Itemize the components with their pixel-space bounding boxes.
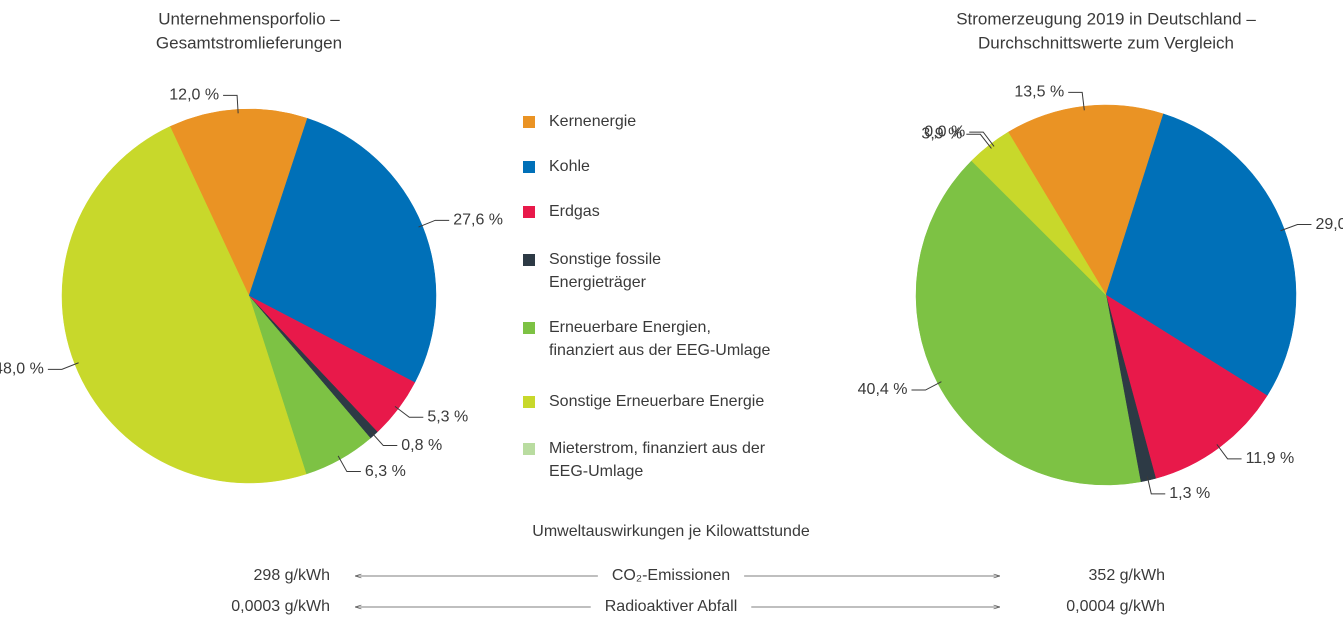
value-label: 40,4 % bbox=[858, 381, 908, 398]
value-label: 6,3 % bbox=[365, 463, 406, 480]
leader-line bbox=[418, 219, 450, 228]
leader-line bbox=[1280, 224, 1312, 232]
leader-line bbox=[223, 94, 239, 114]
legend-label: Sonstige fossile bbox=[549, 251, 661, 268]
legend-label: Erdgas bbox=[549, 203, 600, 220]
value-label: 3,9 % bbox=[921, 126, 962, 143]
legend-label: Energieträger bbox=[549, 274, 647, 291]
leader-line bbox=[1146, 476, 1166, 495]
comparison-title: Umweltauswirkungen je Kilowattstunde bbox=[532, 523, 810, 540]
right-value: 352 g/kWh bbox=[1089, 567, 1165, 584]
chart-title: Durchschnittswerte zum Vergleich bbox=[978, 33, 1234, 52]
chart-title: Gesamtstromlieferungen bbox=[156, 33, 342, 52]
value-label: 0,0 % bbox=[924, 123, 965, 140]
legend-swatch bbox=[523, 443, 535, 455]
legend-swatch bbox=[523, 161, 535, 173]
value-label: 11,9 % bbox=[1246, 450, 1295, 467]
legend-swatch bbox=[523, 206, 535, 218]
right-value: 0,0004 g/kWh bbox=[1066, 598, 1165, 615]
row-label: CO₂-Emissionen bbox=[612, 567, 730, 584]
value-label: 27,6 % bbox=[453, 212, 503, 229]
leader-line bbox=[966, 133, 992, 149]
leader-line bbox=[370, 431, 398, 447]
row-label: Radioaktiver Abfall bbox=[605, 598, 738, 615]
chart-title: Stromerzeugung 2019 in Deutschland – bbox=[956, 9, 1256, 28]
value-label: 48,0 % bbox=[0, 361, 44, 378]
value-label: 29,0 % bbox=[1315, 216, 1343, 233]
legend-label: Sonstige Erneuerbare Energie bbox=[549, 393, 764, 410]
legend-label: Mieterstrom, finanziert aus der bbox=[549, 440, 766, 457]
value-label: 5,3 % bbox=[427, 408, 468, 425]
leader-line bbox=[1216, 444, 1242, 460]
legend-label: Kernenergie bbox=[549, 113, 636, 130]
leader-line bbox=[911, 381, 942, 391]
value-label: 0,8 % bbox=[401, 437, 442, 454]
legend-label: Erneuerbare Energien, bbox=[549, 319, 711, 336]
value-label: 1,3 % bbox=[1169, 485, 1210, 502]
legend-label: Kohle bbox=[549, 158, 590, 175]
legend-swatch bbox=[523, 254, 535, 266]
legend-swatch bbox=[523, 322, 535, 334]
chart-title: Unternehmensporfolio – bbox=[158, 9, 340, 28]
legend-swatch bbox=[523, 396, 535, 408]
value-label: 13,5 % bbox=[1014, 84, 1064, 101]
leader-line bbox=[47, 362, 79, 370]
legend-label: EEG-Umlage bbox=[549, 463, 643, 480]
legend-swatch bbox=[523, 116, 535, 128]
leader-line bbox=[394, 405, 424, 418]
left-value: 298 g/kWh bbox=[254, 567, 330, 584]
leader-line bbox=[337, 455, 361, 473]
legend-label: finanziert aus der EEG-Umlage bbox=[549, 342, 771, 359]
leader-line bbox=[969, 131, 995, 147]
value-label: 12,0 % bbox=[169, 87, 219, 104]
leader-line bbox=[1068, 91, 1085, 111]
left-value: 0,0003 g/kWh bbox=[231, 598, 330, 615]
